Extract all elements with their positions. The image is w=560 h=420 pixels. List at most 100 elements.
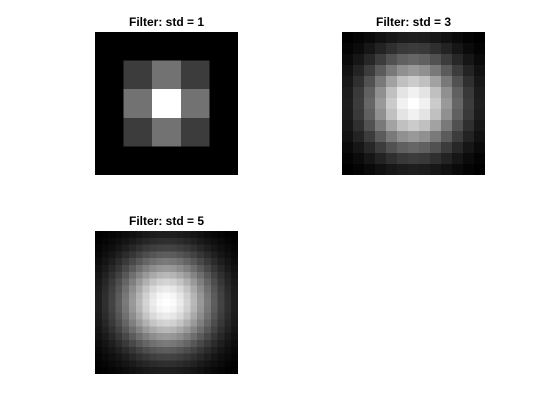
heatmap-cell — [135, 305, 144, 314]
heatmap-cell — [169, 237, 178, 246]
heatmap-cell — [441, 65, 453, 77]
heatmap-cell — [135, 333, 144, 341]
heatmap-cell — [441, 32, 453, 44]
heatmap-cell — [210, 251, 219, 259]
heatmap-cell — [183, 360, 191, 368]
heatmap-cell — [217, 346, 225, 355]
heatmap-cell — [156, 292, 164, 300]
heatmap-cell — [452, 142, 464, 154]
heatmap-cell — [231, 278, 238, 287]
heatmap-cell — [122, 305, 130, 314]
heatmap-cell — [95, 117, 125, 147]
heatmap-cell — [375, 109, 387, 121]
heatmap-cell — [397, 131, 409, 143]
heatmap-cell — [430, 131, 442, 143]
heatmap-cell — [203, 360, 212, 368]
heatmap-cell — [123, 32, 153, 62]
heatmap-cell — [342, 87, 354, 99]
heatmap-cell — [122, 299, 130, 307]
heatmap-cell — [231, 237, 238, 246]
heatmap-cell — [408, 153, 420, 165]
heatmap-cell — [430, 65, 442, 77]
heatmap-cell — [95, 326, 103, 334]
heatmap-cell — [231, 285, 238, 293]
heatmap-cell — [156, 265, 164, 273]
heatmap-cell — [115, 353, 123, 361]
heatmap-cell — [430, 120, 442, 132]
heatmap-cell — [209, 32, 238, 62]
heatmap-cell — [217, 339, 225, 348]
heatmap-cell — [115, 319, 123, 327]
heatmap-cell — [217, 265, 225, 273]
heatmap-cell — [386, 109, 398, 121]
heatmap-cell — [386, 120, 398, 132]
heatmap-cell — [364, 87, 376, 99]
heatmap-cell — [408, 98, 420, 110]
heatmap-cell — [364, 142, 376, 154]
heatmap-cell — [217, 305, 225, 314]
heatmap-cell — [142, 367, 151, 374]
heatmap-cell — [115, 237, 123, 246]
heatmap-cell — [108, 339, 117, 348]
heatmap-cell — [108, 271, 117, 280]
heatmap-cell — [353, 164, 365, 175]
heatmap-cell — [183, 305, 191, 314]
heatmap-cell — [108, 237, 117, 246]
heatmap-cell — [452, 54, 464, 66]
heatmap-cell — [408, 54, 420, 66]
heatmap-cell — [231, 339, 238, 348]
heatmap-cell — [217, 333, 225, 341]
heatmap-cell — [101, 299, 110, 307]
filter-image — [95, 32, 238, 175]
heatmap-cell — [190, 278, 198, 287]
heatmap-cell — [441, 109, 453, 121]
heatmap-cell — [108, 299, 117, 307]
heatmap-cell — [217, 285, 225, 293]
heatmap-cell — [169, 285, 178, 293]
heatmap-cell — [231, 326, 238, 334]
heatmap-cell — [408, 164, 420, 175]
heatmap-cell — [190, 299, 198, 307]
heatmap-cell — [397, 87, 409, 99]
heatmap-cell — [129, 258, 137, 266]
heatmap-cell — [176, 285, 185, 293]
heatmap-cell — [129, 367, 137, 374]
heatmap-cell — [197, 353, 205, 361]
heatmap-cell — [217, 271, 225, 280]
heatmap-cell — [176, 333, 185, 341]
heatmap-cell — [149, 258, 157, 266]
heatmap-cell — [169, 265, 178, 273]
heatmap-cell — [156, 346, 164, 355]
heatmap-cell — [452, 109, 464, 121]
heatmap-cell — [152, 146, 182, 175]
heatmap-cell — [149, 237, 157, 246]
heatmap-cell — [203, 339, 212, 348]
heatmap-cell — [463, 87, 475, 99]
heatmap-cell — [156, 244, 164, 253]
heatmap-cell — [115, 305, 123, 314]
heatmap-cell — [152, 89, 182, 119]
heatmap-cell — [129, 346, 137, 355]
heatmap-cell — [224, 360, 232, 368]
heatmap-cell — [408, 76, 420, 88]
heatmap-cell — [231, 367, 238, 374]
heatmap-cell — [135, 346, 144, 355]
heatmap-cell — [95, 339, 103, 348]
heatmap-cell — [197, 333, 205, 341]
heatmap-cell — [142, 237, 151, 246]
heatmap-cell — [353, 87, 365, 99]
heatmap-cell — [342, 142, 354, 154]
heatmap-cell — [419, 164, 431, 175]
heatmap-cell — [474, 109, 485, 121]
heatmap-cell — [95, 333, 103, 341]
heatmap-cell — [95, 312, 103, 321]
heatmap-cell — [156, 271, 164, 280]
heatmap-cell — [441, 76, 453, 88]
heatmap-cell — [152, 60, 182, 90]
heatmap-cell — [430, 87, 442, 99]
heatmap-cell — [149, 353, 157, 361]
heatmap-cell — [163, 258, 171, 266]
heatmap-cell — [364, 65, 376, 77]
heatmap-cell — [129, 353, 137, 361]
heatmap-cell — [123, 89, 153, 119]
